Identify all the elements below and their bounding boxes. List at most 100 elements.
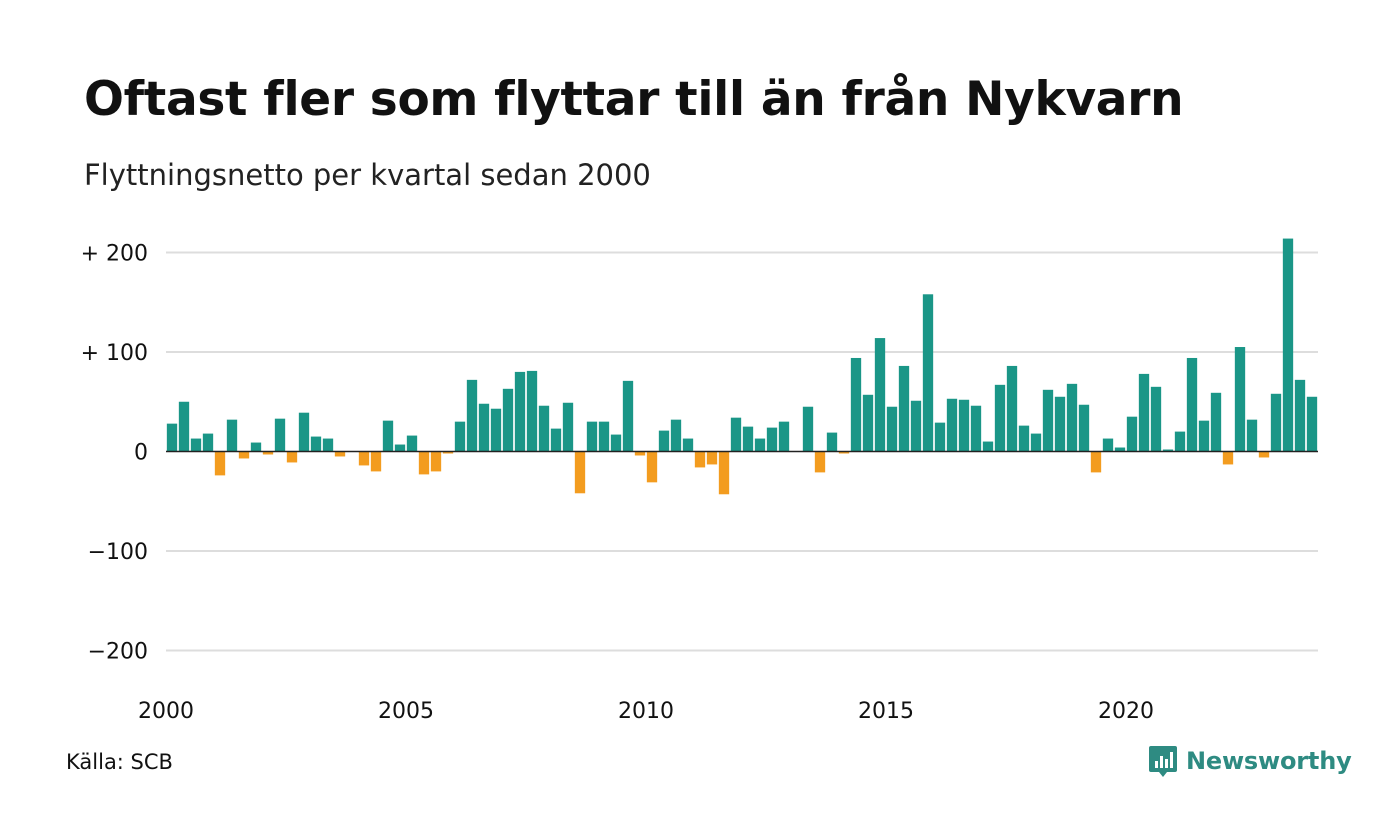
bar: 2012 K1: 25	[742, 426, 754, 452]
bar: 2018 K1: 18	[1030, 433, 1042, 452]
gridlines	[166, 251, 1318, 652]
y-tick-label: −200	[88, 640, 148, 665]
x-axis: 2000 2005 2010 2015 2020	[138, 699, 1154, 724]
bar: 2011 K3: -43	[718, 451, 730, 495]
bar: 2017 K3: 86	[1006, 365, 1018, 452]
bar: 2016 K4: 46	[970, 405, 982, 452]
bar: 2022 K4: -6	[1258, 451, 1270, 458]
bar: 2020 K1: 35	[1126, 416, 1138, 452]
bar: 2009 K4: -4	[634, 451, 646, 456]
source-note: Källa: SCB	[66, 750, 173, 774]
bars: 2000 K1: 282000 K2: 502000 K3: 132000 K4…	[166, 238, 1318, 495]
bar: 2003 K1: 15	[310, 436, 322, 452]
bar: 2014 K1: -2	[838, 451, 850, 454]
bar: 2014 K2: 94	[850, 357, 862, 452]
bar: 2009 K1: 30	[598, 421, 610, 452]
bar: 2017 K4: 26	[1018, 425, 1030, 452]
bar: 2014 K3: 57	[862, 394, 874, 452]
bar: 2023 K2: 214	[1282, 238, 1294, 452]
x-tick-label: 2000	[138, 699, 194, 724]
bar: 2013 K3: -21	[814, 451, 826, 473]
bar: 2004 K1: -14	[358, 451, 370, 466]
bar: 2016 K3: 52	[958, 399, 970, 452]
newsworthy-logo-icon	[1149, 746, 1177, 777]
y-tick-label: −100	[88, 540, 148, 565]
bar: 2012 K2: 13	[754, 438, 766, 452]
bar: 2003 K2: 13	[322, 438, 334, 452]
bar: 2004 K3: 31	[382, 420, 394, 452]
bar: 2008 K3: -42	[574, 451, 586, 494]
x-tick-label: 2005	[378, 699, 434, 724]
bar: 2022 K3: 32	[1246, 419, 1258, 452]
bar: 2022 K2: 105	[1234, 347, 1246, 452]
bar: 2021 K2: 94	[1186, 357, 1198, 452]
bar: 2016 K2: 53	[946, 398, 958, 452]
bar: 2012 K4: 30	[778, 421, 790, 452]
bar: 2020 K4: 2	[1162, 449, 1174, 452]
x-tick-label: 2015	[858, 699, 914, 724]
bar: 2007 K3: 81	[526, 370, 538, 452]
bar: 2004 K2: -20	[370, 451, 382, 472]
bar: 2005 K3: -20	[430, 451, 442, 472]
bar: 2018 K4: 68	[1066, 383, 1078, 452]
bar: 2021 K3: 31	[1198, 420, 1210, 452]
bar: 2016 K1: 29	[934, 422, 946, 452]
bar: 2005 K1: 16	[406, 435, 418, 452]
y-tick-label: + 200	[81, 242, 148, 267]
bar-chart: 2000 K1: 282000 K2: 502000 K3: 132000 K4…	[81, 238, 1318, 724]
bar: 2008 K2: 49	[562, 402, 574, 452]
bar: 2006 K4: 43	[490, 408, 502, 452]
bar: 2018 K2: 62	[1042, 389, 1054, 452]
bar: 2023 K3: 72	[1294, 379, 1306, 452]
bar: 2010 K2: 21	[658, 430, 670, 452]
bar: 2010 K4: 13	[682, 438, 694, 452]
bar: 2015 K2: 86	[898, 365, 910, 452]
bar: 2019 K3: 13	[1102, 438, 1114, 452]
bar: 2023 K4: 55	[1306, 396, 1318, 452]
bar: 2009 K2: 17	[610, 434, 622, 452]
bar: 2001 K2: 32	[226, 419, 238, 452]
bar: 2008 K4: 30	[586, 421, 598, 452]
bar: 2023 K1: 58	[1270, 393, 1282, 452]
bar: 2017 K1: 10	[982, 441, 994, 452]
chart-title: Oftast fler som flyttar till än från Nyk…	[84, 72, 1184, 127]
x-tick-label: 2020	[1098, 699, 1154, 724]
brand-logo[interactable]: Newsworthy	[1148, 744, 1352, 778]
brand-name: Newsworthy	[1186, 747, 1352, 775]
bar: 2003 K3: -5	[334, 451, 346, 457]
bar: 2006 K3: 48	[478, 403, 490, 452]
bar: 2021 K4: 59	[1210, 392, 1222, 452]
bar: 2014 K4: 114	[874, 338, 886, 452]
bar: 2000 K3: 13	[190, 438, 202, 452]
x-tick-label: 2010	[618, 699, 674, 724]
bar: 2005 K2: -23	[418, 451, 430, 475]
bar: 2017 K2: 67	[994, 384, 1006, 452]
bar: 2011 K4: 34	[730, 417, 742, 452]
bar: 2011 K1: -16	[694, 451, 706, 468]
bar: 2000 K1: 28	[166, 423, 178, 452]
bar: 2015 K1: 45	[886, 406, 898, 452]
bar: 2009 K3: 71	[622, 380, 634, 452]
bar: 2001 K3: -7	[238, 451, 250, 459]
bar: 2015 K4: 158	[922, 294, 934, 452]
bar: 2021 K1: 20	[1174, 431, 1186, 452]
bar: 2001 K1: -24	[214, 451, 226, 476]
bar: 2005 K4: -2	[442, 451, 454, 454]
bar: 2019 K2: -21	[1090, 451, 1102, 473]
bar: 2013 K2: 45	[802, 406, 814, 452]
bar: 2011 K2: -13	[706, 451, 718, 465]
bar: 2008 K1: 23	[550, 428, 562, 452]
bar: 2000 K4: 18	[202, 433, 214, 452]
bar: 2001 K4: 9	[250, 442, 262, 452]
bar: 2007 K1: 63	[502, 388, 514, 452]
bar: 2004 K4: 7	[394, 444, 406, 452]
bar: 2007 K4: 46	[538, 405, 550, 452]
bar: 2020 K2: 78	[1138, 373, 1150, 452]
y-axis: + 200 + 100 0 −100 −200	[81, 242, 148, 665]
bar: 2013 K4: 19	[826, 432, 838, 452]
bar: 2006 K1: 30	[454, 421, 466, 452]
